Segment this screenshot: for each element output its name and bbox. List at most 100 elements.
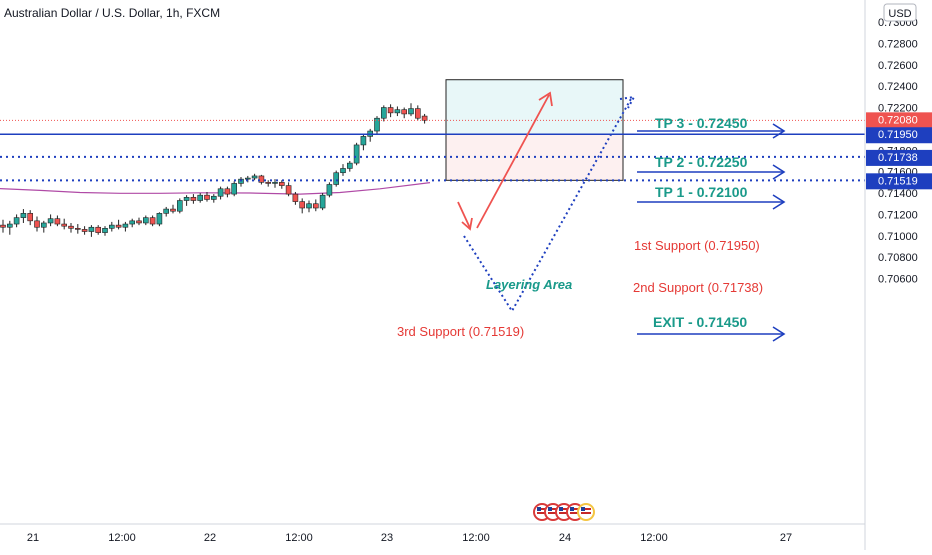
candle-body [0,224,6,228]
exit-arrow-head [772,326,786,342]
zone-layer [445,79,624,181]
candle-body [312,203,319,209]
time-axis[interactable]: 21 12:00 22 12:00 23 12:00 24 12:00 27 [27,532,792,544]
candle-body [81,229,88,232]
candle-body [224,188,231,195]
currency-box[interactable] [883,3,917,22]
candle-body [292,193,299,202]
candle-body [374,117,380,132]
candle-body [122,223,129,228]
exit-label: EXIT - 0.71450 [653,314,747,330]
price-tick-label: 0.72200 [878,103,918,115]
price-tick-label: 0.71200 [878,209,918,221]
level-badge-1-bg [866,127,932,144]
candle-body [129,220,135,225]
time-tick-label: 21 [27,532,39,544]
candle-body [401,109,408,115]
candle-body [258,175,265,183]
price-tick-label: 0.70600 [878,274,918,286]
flag-stripe [570,508,580,510]
candle-body [278,182,285,186]
candle-body [13,217,20,225]
tp1-label: TP 1 - 0.72100 [655,184,748,200]
candle-body [40,222,47,228]
flag-canton [581,507,585,511]
flag-canton [559,507,563,511]
candle-body [387,107,394,114]
candle-body [272,182,278,184]
support3-label: 3rd Support (0.71519) [397,324,524,339]
candle-body [285,185,292,195]
candle-body [34,220,40,228]
candle-body [27,213,34,222]
price-tick-label: 0.71000 [878,231,918,243]
flag-stripe [537,512,547,514]
tp2-label: TP 2 - 0.72250 [655,154,748,170]
moving-average-line [0,182,431,195]
candle-body [380,107,387,119]
candle-body [245,177,251,180]
layering-area-label: Layering Area [486,277,572,292]
currency-label: USD [888,8,911,20]
economic-events[interactable] [533,503,595,521]
candle-body [333,172,340,185]
level-badge-3-text: 0.71519 [878,175,918,187]
candle-body [177,200,183,212]
flag-canton [548,507,552,511]
support1-label: 1st Support (0.71950) [634,238,760,253]
profit-zone [445,79,624,135]
level-badge-2-text: 0.71738 [878,152,918,164]
price-tick-label: 0.72400 [878,81,918,93]
tp1-arrow-head [772,194,786,210]
candle-body [265,182,272,184]
candle-body [75,228,81,230]
flag-canton [537,507,541,511]
flag-stripe [559,508,569,510]
candle-body [306,203,312,209]
last-price-badge-text: 0.72080 [878,114,918,126]
price-tick-label: 0.72600 [878,60,918,72]
flag-stripe [581,512,591,514]
candle-body [7,223,13,228]
time-tick-label: 27 [780,532,792,544]
level-badge-2-bg [866,149,932,166]
candle-body [346,162,353,169]
tp3-arrow-head [772,123,786,139]
time-tick-label: 12:00 [108,532,136,544]
entry-arrow [457,201,471,229]
candle-body [143,217,149,224]
candle-body [88,226,95,232]
candle-body [394,109,401,114]
candle-body [183,197,190,201]
candle-body [109,224,115,229]
trade-drawings [457,91,786,342]
candle-body [68,225,74,229]
candle-body [170,208,176,212]
candle-body [204,194,210,200]
candle-body [20,213,27,218]
support-levels [0,133,865,182]
time-tick-label: 12:00 [462,532,490,544]
chart-title: Australian Dollar / U.S. Dollar, 1h, FXC… [4,6,220,20]
level-badge-1-text: 0.71950 [878,129,918,141]
candle-body [102,228,108,233]
candle-body [190,197,197,201]
time-tick-label: 12:00 [640,532,668,544]
candle-body [414,108,421,119]
candle-body [163,208,169,214]
candle-body [217,188,224,197]
price-tick-label: 0.72800 [878,38,918,50]
candle-body [360,136,367,146]
flag-stripe [548,512,558,514]
candle-body [231,183,237,195]
candle-body [211,195,217,200]
candle-body [95,226,101,233]
flag-stripe [548,508,558,510]
candle-body [136,220,142,224]
time-tick-label: 12:00 [285,532,313,544]
level-badge-3-bg [866,173,932,190]
candle-body [340,168,346,174]
tp3-label: TP 3 - 0.72450 [655,115,748,131]
